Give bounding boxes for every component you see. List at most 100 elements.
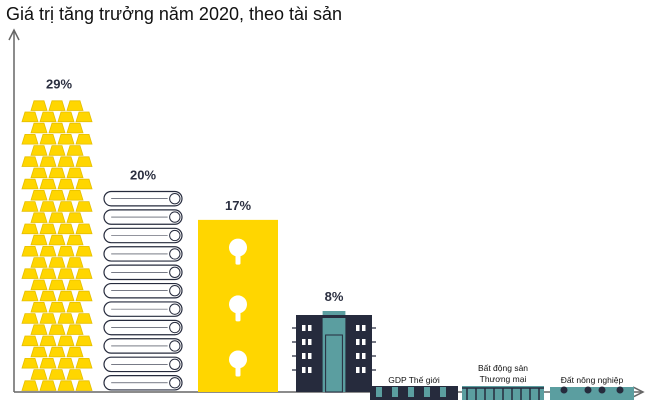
farm-tree (616, 386, 624, 394)
gold-bar (39, 380, 57, 391)
farm-tree (598, 386, 606, 394)
factory-window (376, 387, 382, 397)
gold-bar (48, 100, 66, 111)
gold-bar (66, 212, 84, 223)
bar-group: 20% (103, 168, 183, 391)
factory-window (392, 387, 398, 397)
gold-bar (39, 201, 57, 212)
building-window (308, 353, 312, 359)
y-axis-arrow (8, 28, 20, 41)
gold-bar (30, 212, 48, 223)
gold-bar (21, 245, 39, 257)
pipe-coil-end (169, 193, 181, 205)
chart-title: Giá trị tăng trưởng năm 2020, theo tài s… (6, 4, 342, 24)
data-label: 8% (325, 289, 344, 304)
bar-group: 29% (21, 76, 93, 391)
building-window (356, 353, 360, 359)
gold-bar (48, 346, 66, 358)
gold-bar (66, 100, 84, 111)
category-label-line: Thương mại (480, 374, 527, 384)
gold-bar (30, 346, 48, 358)
gold-bar (30, 301, 48, 313)
gold-bar (39, 178, 57, 190)
gold-bar (21, 111, 39, 123)
building-window (356, 339, 360, 345)
gold-bar (39, 357, 57, 369)
gold-bar (75, 156, 93, 167)
bar-group: GDP Thế giới (370, 375, 458, 400)
gold-bar (48, 145, 66, 156)
data-label: 20% (130, 168, 156, 183)
gold-bar (57, 111, 75, 123)
gold-bar (21, 178, 39, 190)
gold-bar (75, 380, 93, 391)
gold-bar (66, 167, 84, 179)
building-core (322, 311, 346, 392)
gold-bar (66, 301, 84, 313)
gold-bar (39, 111, 57, 123)
gold-bar (75, 201, 93, 212)
gold-bar (66, 257, 84, 268)
gold-bar (66, 122, 84, 134)
pipe-coil-end (169, 377, 181, 389)
gold-bar (48, 257, 66, 268)
gold-bar (21, 223, 39, 235)
building-window (302, 339, 306, 345)
building-window (356, 325, 360, 331)
building-window (308, 367, 312, 373)
gold-bar (75, 290, 93, 302)
gold-bar (39, 223, 57, 235)
building-roof (319, 315, 349, 318)
gold-bar (39, 290, 57, 302)
farm-tree (584, 386, 592, 394)
data-label: 29% (46, 76, 72, 91)
pipe-coil-end (169, 248, 181, 260)
bar-group: 8% (292, 289, 376, 393)
building-door (325, 334, 343, 393)
gold-bar (66, 324, 84, 335)
gold-bar (48, 369, 66, 380)
building-window (308, 339, 312, 345)
bar-group: 17% (198, 198, 278, 392)
gold-bar (39, 245, 57, 257)
building-window (302, 367, 306, 373)
gold-bar (75, 335, 93, 347)
pipe-coil-end (169, 321, 181, 334)
gold-bar (57, 290, 75, 302)
pipe-coil-end (169, 303, 181, 315)
pipe-coil-end (169, 340, 181, 352)
building-window (302, 325, 306, 331)
gold-bar (39, 156, 57, 167)
gold-bar (21, 133, 39, 145)
gold-bar (21, 156, 39, 167)
gold-bar (75, 133, 93, 145)
category-label-line: Đất nông nghiệp (561, 375, 624, 385)
gold-bar (57, 313, 75, 324)
gold-bar (66, 189, 84, 201)
gold-bar (57, 156, 75, 167)
category-label: GDP Thế giới (388, 375, 440, 385)
gold-bar (30, 234, 48, 246)
keyhole-slot (235, 360, 241, 377)
gold-bar (39, 335, 57, 347)
gold-bar (39, 133, 57, 145)
category-label-line: GDP Thế giới (388, 375, 440, 385)
gold-bar (66, 346, 84, 358)
building-window (362, 325, 366, 331)
factory-window (440, 387, 446, 397)
x-axis-arrow (632, 386, 645, 398)
gold-bar (39, 313, 57, 324)
gold-bar (57, 245, 75, 257)
building-window (362, 353, 366, 359)
gold-bar (66, 145, 84, 156)
bar-group: Bất động sản Thương mại (462, 363, 544, 400)
gold-bar (21, 357, 39, 369)
gold-bar (75, 268, 93, 279)
gold-bar (57, 380, 75, 391)
pipe-coil-end (169, 285, 181, 297)
gold-bar (66, 234, 84, 246)
gold-bar (57, 178, 75, 190)
keyhole-slot (235, 248, 241, 265)
gold-bar (57, 268, 75, 279)
